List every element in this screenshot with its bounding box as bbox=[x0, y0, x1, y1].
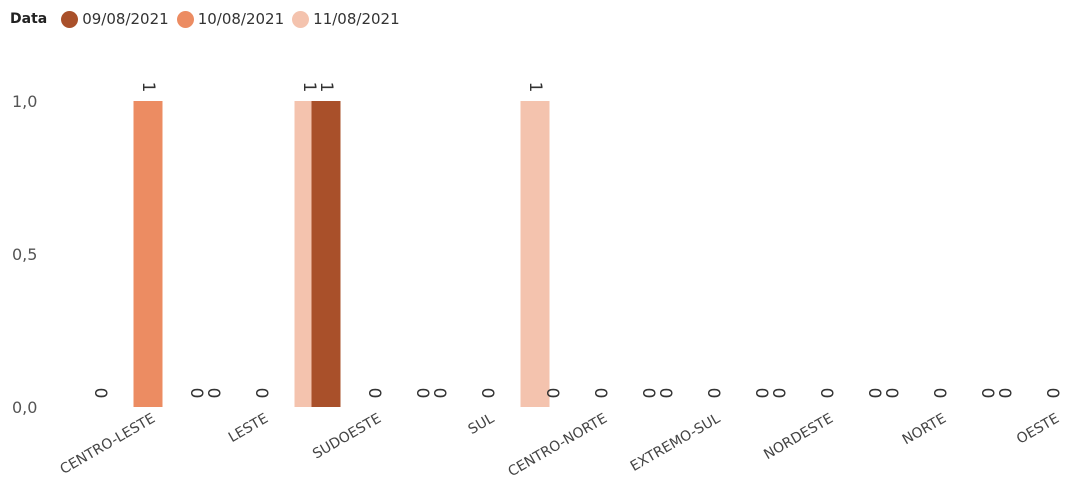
data-label: 0 bbox=[186, 388, 206, 399]
legend-label: 10/08/2021 bbox=[197, 10, 285, 28]
data-label: 0 bbox=[655, 388, 675, 399]
data-label: 0 bbox=[477, 388, 497, 399]
data-label: 1 bbox=[299, 82, 319, 93]
legend-title: Data bbox=[10, 11, 48, 27]
data-label: 1 bbox=[138, 82, 158, 93]
data-label: 0 bbox=[703, 388, 723, 399]
data-label: 0 bbox=[751, 388, 771, 399]
data-label: 0 bbox=[590, 388, 610, 399]
x-tick-label: EXTREMO-SUL bbox=[628, 411, 723, 475]
legend-item-11-08-2021[interactable]: 11/08/2021 bbox=[292, 10, 400, 28]
y-tick-label: 1,0 bbox=[12, 92, 37, 111]
data-label: 0 bbox=[816, 388, 836, 399]
bar[interactable] bbox=[133, 101, 163, 407]
data-label: 0 bbox=[251, 388, 271, 399]
data-label: 0 bbox=[412, 388, 432, 399]
legend: Data 09/08/2021 10/08/2021 11/08/2021 bbox=[10, 8, 400, 30]
data-label: 0 bbox=[203, 388, 223, 399]
data-label: 0 bbox=[929, 388, 949, 399]
legend-dot-icon bbox=[176, 10, 194, 28]
data-label: 0 bbox=[881, 388, 901, 399]
data-label: 0 bbox=[542, 388, 562, 399]
bar[interactable] bbox=[311, 101, 341, 407]
legend-dot-icon bbox=[61, 10, 79, 28]
data-labels: 010001100001000000000000000 bbox=[90, 82, 1062, 399]
legend-label: 09/08/2021 bbox=[82, 10, 169, 28]
x-tick-label: OESTE bbox=[1014, 411, 1062, 448]
bars bbox=[133, 101, 550, 407]
x-tick-label: SUL bbox=[466, 411, 497, 438]
y-tick-label: 0,5 bbox=[12, 245, 37, 264]
y-axis: 0,0 0,5 1,0 bbox=[12, 92, 37, 417]
bar[interactable] bbox=[520, 101, 550, 407]
data-label: 1 bbox=[316, 82, 336, 93]
data-label: 0 bbox=[638, 388, 658, 399]
x-tick-label: CENTRO-NORTE bbox=[505, 411, 610, 481]
data-label: 0 bbox=[364, 388, 384, 399]
x-tick-label: NORTE bbox=[900, 411, 949, 449]
y-tick-label: 0,0 bbox=[12, 398, 37, 417]
legend-label: 11/08/2021 bbox=[313, 10, 400, 28]
legend-item-10-08-2021[interactable]: 10/08/2021 bbox=[176, 10, 285, 28]
legend-dot-icon bbox=[292, 10, 310, 28]
x-tick-label: LESTE bbox=[226, 411, 271, 446]
x-axis: CENTRO-LESTE LESTE SUDOESTE SUL CENTRO-NORTE… bbox=[58, 411, 1062, 481]
data-label: 0 bbox=[768, 388, 788, 399]
x-tick-label: NORDESTE bbox=[761, 411, 836, 463]
data-label: 0 bbox=[429, 388, 449, 399]
data-label: 0 bbox=[90, 388, 110, 399]
data-label: 1 bbox=[525, 82, 545, 93]
data-label: 0 bbox=[1042, 388, 1062, 399]
legend-item-09-08-2021[interactable]: 09/08/2021 bbox=[61, 10, 169, 28]
data-label: 0 bbox=[994, 388, 1014, 399]
data-label: 0 bbox=[864, 388, 884, 399]
data-label: 0 bbox=[977, 388, 997, 399]
x-tick-label: CENTRO-LESTE bbox=[58, 411, 158, 478]
x-tick-label: SUDOESTE bbox=[310, 411, 384, 463]
